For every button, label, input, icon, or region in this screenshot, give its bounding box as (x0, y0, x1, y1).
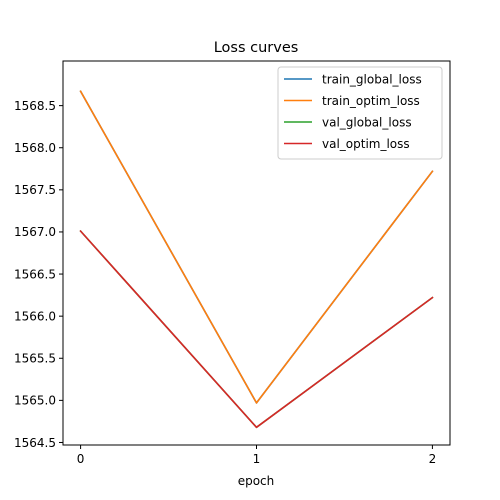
y-tick-label: 1568.5 (14, 99, 56, 113)
x-axis-label: epoch (238, 474, 275, 488)
legend-box (277, 66, 443, 160)
chart-title: Loss curves (214, 40, 299, 56)
series-line-val-optim-loss (79, 229, 434, 429)
legend-label-train-global-loss: train_global_loss (322, 72, 422, 86)
legend-label-train-optim-loss: train_optim_loss (322, 94, 420, 108)
y-tick-label: 1566.5 (14, 267, 56, 281)
x-tick-label: 0 (77, 452, 85, 466)
legend-label-val-optim-loss: val_optim_loss (322, 137, 410, 151)
y-tick-label: 1567.0 (14, 225, 56, 239)
series-line-train-optim-loss (79, 90, 434, 404)
x-tick-label: 2 (429, 452, 437, 466)
y-tick-label: 1568.0 (14, 141, 56, 155)
y-tick-label: 1565.5 (14, 352, 56, 366)
y-tick-label: 1565.0 (14, 394, 56, 408)
y-tick-label: 1567.5 (14, 183, 56, 197)
legend-label-val-global-loss: val_global_loss (322, 115, 412, 129)
x-tick-label: 1 (253, 452, 261, 466)
y-tick-label: 1564.5 (14, 436, 56, 450)
plot-area: 0 1 2 1564.5 1565.0 1565.5 1566.0 1566.5 1567.0 1… (14, 60, 451, 466)
y-tick-label: 1566.0 (14, 309, 56, 323)
